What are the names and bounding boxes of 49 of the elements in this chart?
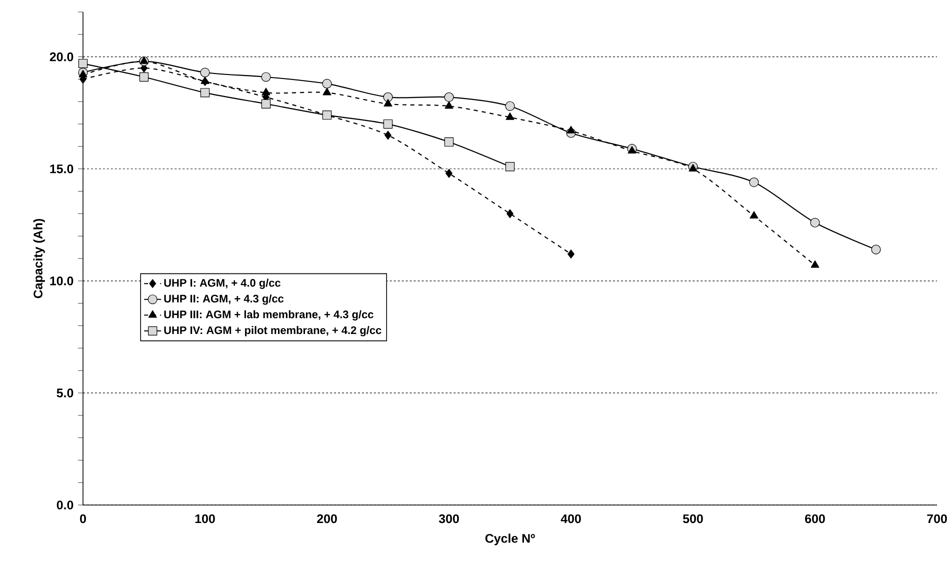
point: [749, 178, 759, 188]
legend-label: UHP II: AGM, + 4.3 g/cc: [164, 294, 284, 305]
point: [140, 56, 148, 64]
point: [139, 72, 149, 82]
point: [383, 92, 393, 102]
point: [78, 58, 88, 68]
y-tick-label: 0.0: [56, 500, 74, 510]
legend-label: UHP I: AGM, + 4.0 g/cc: [164, 278, 281, 289]
x-tick-label: 500: [683, 514, 703, 524]
point: [262, 88, 270, 96]
y-axis-title: Capacity (Ah): [33, 219, 45, 298]
point: [628, 146, 636, 154]
point: [444, 137, 454, 147]
point: [505, 101, 515, 111]
point: [383, 119, 393, 129]
point: [322, 88, 332, 96]
x-tick-label: 600: [805, 514, 825, 524]
point: [750, 211, 758, 219]
point: [810, 260, 820, 268]
x-tick-label: 400: [560, 514, 581, 524]
y-tick-label: 20.0: [50, 52, 74, 62]
y-tick-label: 5.0: [56, 388, 74, 398]
x-axis-title: Cycle Nº: [485, 534, 535, 546]
legend-label: UHP III: AGM + lab membrane, + 4.3 g/cc: [164, 310, 374, 321]
point: [810, 218, 820, 228]
point: [384, 130, 392, 140]
point: [200, 68, 210, 78]
point: [568, 250, 574, 258]
point: [322, 78, 332, 88]
x-tick-label: 300: [438, 514, 459, 524]
x-tick-label: 700: [927, 514, 947, 524]
point: [384, 98, 392, 106]
y-tick-label: 10.0: [50, 276, 74, 286]
point: [506, 209, 514, 218]
x-tick-label: 200: [317, 514, 337, 524]
point: [446, 168, 452, 178]
x-tick-label: 100: [195, 514, 215, 524]
point: [871, 244, 881, 254]
point: [506, 112, 514, 120]
point: [566, 126, 576, 134]
point: [444, 101, 454, 109]
point: [444, 92, 454, 102]
point: [261, 72, 271, 82]
point: [505, 162, 515, 172]
x-tick-label: 0: [80, 514, 86, 524]
point: [200, 88, 210, 98]
y-tick-label: 15.0: [50, 164, 74, 174]
legend-label: UHP IV: AGM + pilot membrane, + 4.2 g/cc: [164, 326, 382, 336]
point: [261, 99, 271, 108]
